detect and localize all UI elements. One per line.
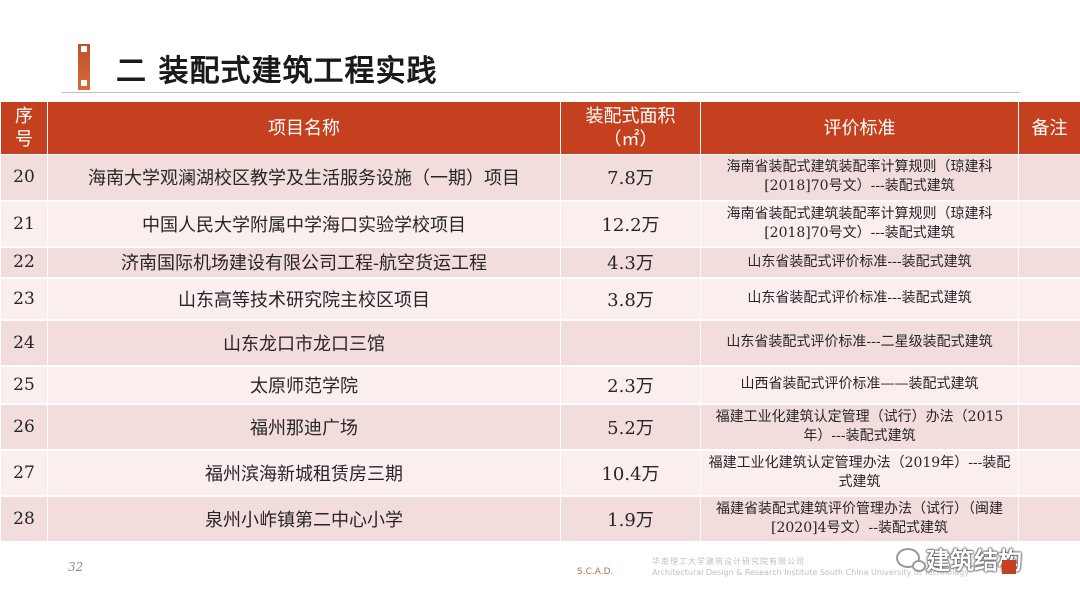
projects-table: 序号 项目名称 装配式面积（㎡） 评价标准 备注 20 海南大学观澜湖校区教学及生… [0, 101, 1080, 543]
cell-area: 4.3万 [560, 246, 701, 279]
header-no: 序号 [0, 101, 48, 155]
cell-no: 28 [0, 495, 48, 543]
footer-company-cn: 华南理工大学建筑设计研究院有限公司 [652, 557, 805, 566]
cell-name: 泉州小岞镇第二中心小学 [47, 495, 561, 543]
cell-name: 中国人民大学附属中学海口实验学校项目 [47, 200, 561, 248]
cell-area: 5.2万 [560, 403, 701, 451]
title-accent-bar [78, 44, 90, 90]
cell-standard: 海南省装配式建筑装配率计算规则（琼建科[2018]70号文）---装配式建筑 [700, 200, 1019, 248]
table-header-row: 序号 项目名称 装配式面积（㎡） 评价标准 备注 [0, 101, 1080, 155]
table-row: 26 福州那迪广场 5.2万 福建工业化建筑认定管理（试行）办法（2015年）---装… [0, 403, 1080, 451]
footer-brand: S.C.A.D. [577, 567, 614, 577]
cell-area [560, 319, 701, 367]
cell-standard: 山东省装配式评价标准---二星级装配式建筑 [700, 319, 1019, 367]
cell-note [1018, 449, 1080, 497]
cell-no: 21 [0, 200, 48, 248]
cell-standard: 福建工业化建筑认定管理（试行）办法（2015年）---装配式建筑 [700, 403, 1019, 451]
cell-area: 2.3万 [560, 365, 701, 405]
wechat-icon [896, 548, 926, 572]
table-row: 28 泉州小岞镇第二中心小学 1.9万 福建省装配式建筑评价管理办法（试行）（闽建[2… [0, 495, 1080, 543]
table-row: 24 山东龙口市龙口三馆 山东省装配式评价标准---二星级装配式建筑 [0, 319, 1080, 367]
cell-note [1018, 246, 1080, 279]
cell-no: 27 [0, 449, 48, 497]
cell-no: 24 [0, 319, 48, 367]
cell-standard: 山西省装配式评价标准——装配式建筑 [700, 365, 1019, 405]
cell-note [1018, 154, 1080, 202]
cell-note [1018, 200, 1080, 248]
table-row: 25 太原师范学院 2.3万 山西省装配式评价标准——装配式建筑 [0, 365, 1080, 405]
cell-name: 海南大学观澜湖校区教学及生活服务设施（一期）项目 [47, 154, 561, 202]
cell-area: 12.2万 [560, 200, 701, 248]
cell-no: 22 [0, 246, 48, 279]
cell-standard: 海南省装配式建筑装配率计算规则（琼建科[2018]70号文）---装配式建筑 [700, 154, 1019, 202]
title-divider [62, 92, 1020, 93]
cell-note [1018, 495, 1080, 543]
header-name: 项目名称 [47, 101, 561, 155]
page-number: 32 [68, 560, 84, 574]
cell-name: 济南国际机场建设有限公司工程-航空货运工程 [47, 246, 561, 279]
watermark: 建筑结构 [896, 540, 1022, 576]
cell-note [1018, 403, 1080, 451]
cell-no: 25 [0, 365, 48, 405]
header-area: 装配式面积（㎡） [560, 101, 701, 155]
cell-name: 太原师范学院 [47, 365, 561, 405]
cell-area: 10.4万 [560, 449, 701, 497]
cell-standard: 山东省装配式评价标准---装配式建筑 [700, 246, 1019, 279]
cell-name: 福州那迪广场 [47, 403, 561, 451]
header-note: 备注 [1018, 101, 1080, 155]
header-standard: 评价标准 [700, 101, 1019, 155]
cell-note [1018, 319, 1080, 367]
table-row: 20 海南大学观澜湖校区教学及生活服务设施（一期）项目 7.8万 海南省装配式建筑装配… [0, 154, 1080, 202]
cell-standard: 山东省装配式评价标准---装配式建筑 [700, 277, 1019, 321]
cell-no: 26 [0, 403, 48, 451]
table-body: 20 海南大学观澜湖校区教学及生活服务设施（一期）项目 7.8万 海南省装配式建筑装配… [0, 154, 1080, 543]
cell-standard: 福建省装配式建筑评价管理办法（试行）（闽建[2020]4号文）--装配式建筑 [700, 495, 1019, 543]
table-row: 21 中国人民大学附属中学海口实验学校项目 12.2万 海南省装配式建筑装配率计算规则… [0, 200, 1080, 248]
table-row: 23 山东高等技术研究院主校区项目 3.8万 山东省装配式评价标准---装配式建筑 [0, 277, 1080, 321]
cell-name: 山东龙口市龙口三馆 [47, 319, 561, 367]
cell-note [1018, 365, 1080, 405]
cell-name: 山东高等技术研究院主校区项目 [47, 277, 561, 321]
cell-no: 20 [0, 154, 48, 202]
cell-area: 3.8万 [560, 277, 701, 321]
table-row: 27 福州滨海新城租赁房三期 10.4万 福建工业化建筑认定管理办法（2019年）--… [0, 449, 1080, 497]
cell-name: 福州滨海新城租赁房三期 [47, 449, 561, 497]
table-row: 22 济南国际机场建设有限公司工程-航空货运工程 4.3万 山东省装配式评价标准---… [0, 246, 1080, 279]
cell-standard: 福建工业化建筑认定管理办法（2019年）---装配式建筑 [700, 449, 1019, 497]
cell-area: 7.8万 [560, 154, 701, 202]
cell-note [1018, 277, 1080, 321]
page-title: 二 装配式建筑工程实践 [116, 54, 438, 89]
footer-company-en: Architectural Design & Research Institut… [652, 568, 969, 577]
cell-no: 23 [0, 277, 48, 321]
footer-logo-box [1002, 560, 1016, 574]
cell-area: 1.9万 [560, 495, 701, 543]
